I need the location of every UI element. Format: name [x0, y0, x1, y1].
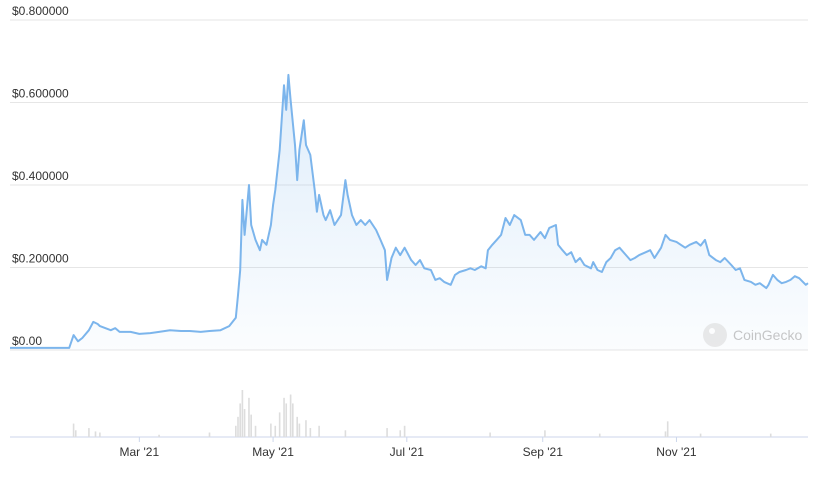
- y-tick-label: $0.600000: [12, 87, 69, 101]
- x-tick-label: Sep '21: [523, 445, 564, 459]
- watermark-text: CoinGecko: [733, 327, 802, 343]
- volume-bar: [241, 390, 244, 437]
- volume-bar: [292, 403, 294, 437]
- volume-bar: [248, 397, 250, 437]
- volume-bar: [99, 432, 101, 437]
- y-tick-label: $0.400000: [12, 169, 69, 183]
- volume-bar: [270, 423, 272, 437]
- x-tick-label: Nov '21: [656, 445, 697, 459]
- volume-bar: [666, 421, 669, 437]
- watermark: CoinGecko: [703, 323, 802, 347]
- volume-bar: [664, 431, 667, 437]
- volume-bar: [305, 420, 307, 437]
- y-tick-label: $0.800000: [12, 4, 69, 18]
- watermark-logo-eye: [709, 328, 715, 334]
- volume-bar: [283, 397, 285, 437]
- volume-bar: [237, 416, 239, 437]
- volume-bar: [598, 433, 601, 437]
- volume-bar: [239, 403, 241, 437]
- volume-bar: [489, 432, 491, 437]
- x-tick-label: May '21: [252, 445, 294, 459]
- volume-bar: [278, 412, 281, 437]
- volume-bar: [285, 403, 288, 437]
- volume-bar: [74, 430, 77, 437]
- volume-bar: [243, 409, 246, 437]
- volume-bar: [88, 428, 90, 437]
- price-line: [10, 73, 809, 349]
- volume-bar: [289, 394, 292, 437]
- volume-bar: [403, 425, 406, 437]
- volume-bar: [296, 416, 298, 437]
- watermark-logo: [703, 323, 727, 347]
- y-tick-label: $0.200000: [12, 252, 69, 266]
- x-tick-label: Mar '21: [120, 445, 160, 459]
- volume-bar: [274, 425, 277, 437]
- volume-bar: [158, 434, 160, 437]
- volume-bar: [386, 428, 388, 437]
- volume-bar: [250, 414, 252, 437]
- x-tick-label: Jul '21: [390, 445, 425, 459]
- volume-bar: [72, 423, 75, 437]
- volume-bar: [254, 425, 257, 437]
- volume-bar: [235, 425, 237, 437]
- volume-bar: [344, 430, 347, 437]
- volume-bar: [309, 428, 312, 437]
- volume-bar: [699, 433, 702, 437]
- price-area: [10, 74, 808, 351]
- volume-bar: [399, 430, 402, 437]
- volume-bar: [544, 430, 546, 437]
- volume-bar: [318, 425, 320, 437]
- volume-bar: [94, 431, 97, 437]
- volume-bar: [769, 433, 772, 437]
- volume-bar: [208, 432, 211, 437]
- volume-bar: [298, 423, 301, 437]
- y-tick-label: $0.00: [12, 334, 42, 348]
